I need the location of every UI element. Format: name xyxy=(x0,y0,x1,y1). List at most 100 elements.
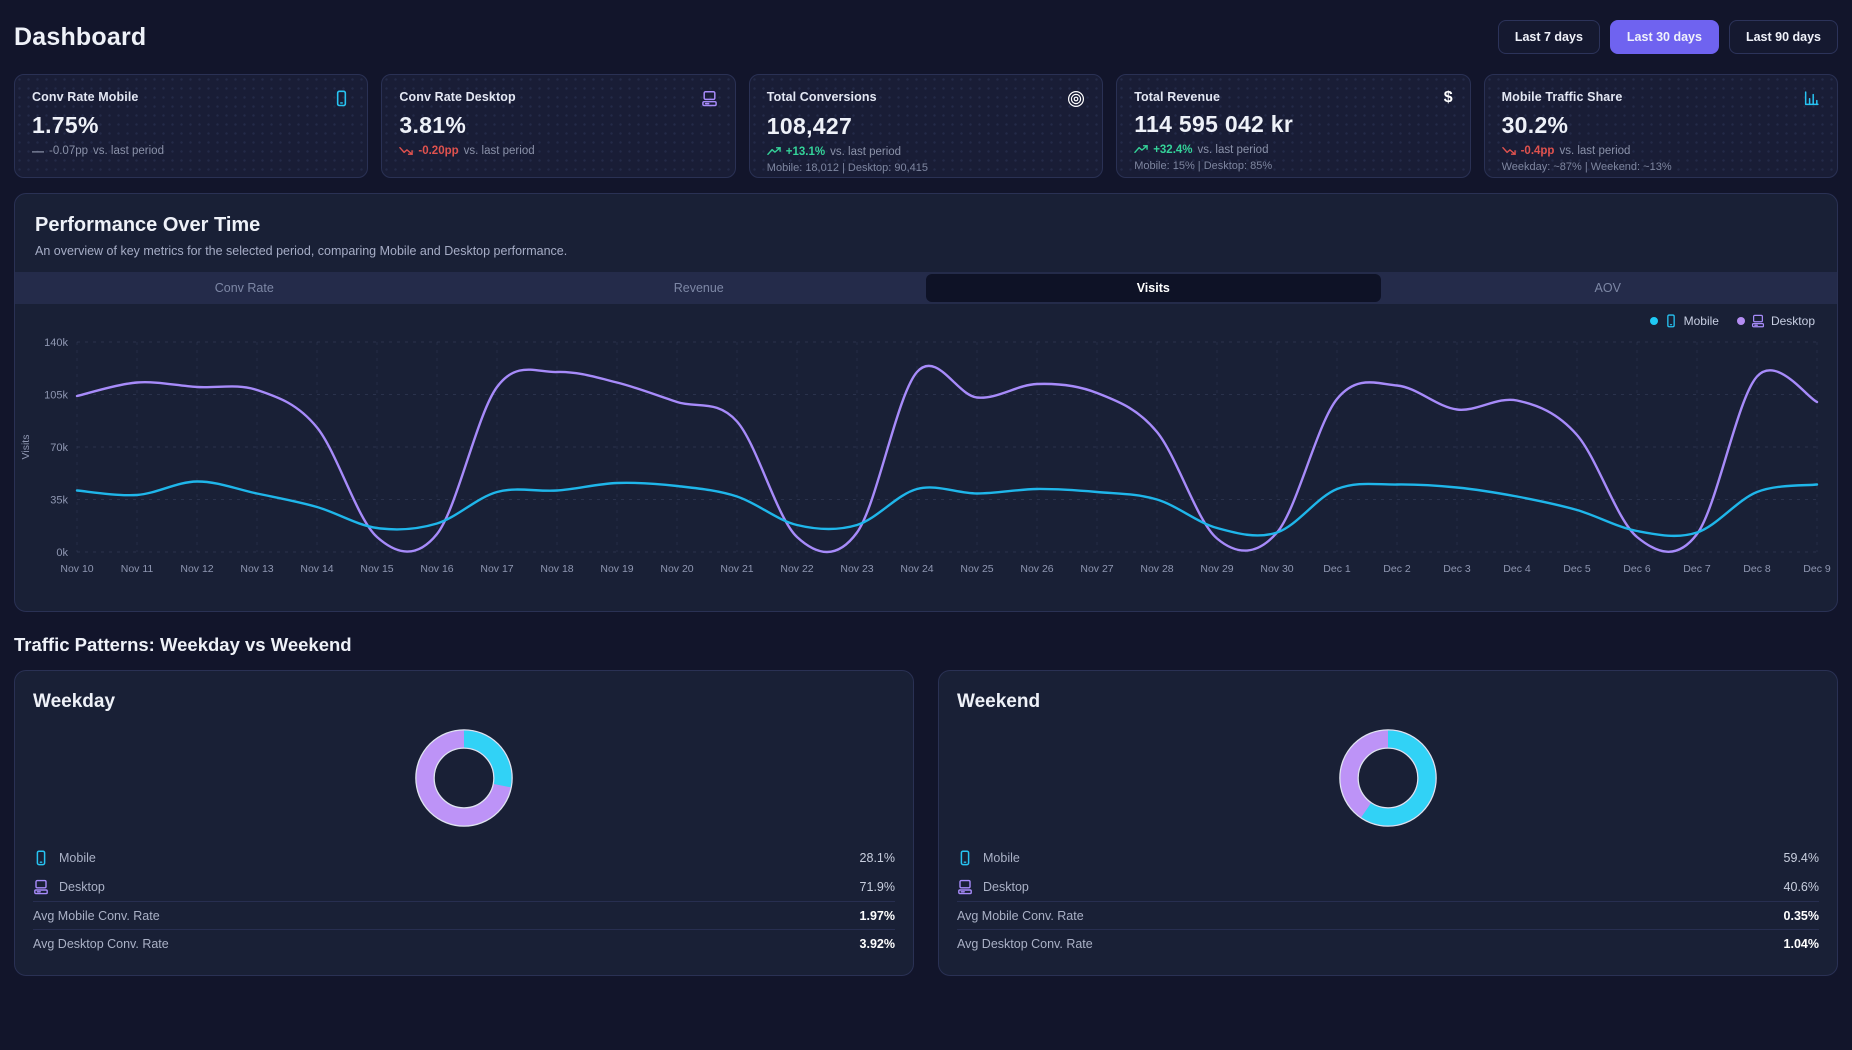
kpi-detail: Weekday: ~87% | Weekend: ~13% xyxy=(1501,161,1672,173)
bar-chart-icon xyxy=(1803,90,1820,107)
smartphone-icon xyxy=(1664,314,1678,328)
svg-text:Nov 27: Nov 27 xyxy=(1080,563,1113,575)
kpi-card-conv-rate-mobile: Conv Rate Mobile 1.75% — -0.07pp vs. las… xyxy=(14,74,369,178)
row-label: Mobile xyxy=(59,850,96,865)
kpi-change-suffix: vs. last period xyxy=(463,144,535,157)
avg-desktop-conv-row: Avg Desktop Conv. Rate 3.92% xyxy=(33,929,895,957)
svg-text:Nov 12: Nov 12 xyxy=(180,563,213,575)
mobile-legend-dot xyxy=(1649,317,1658,325)
traffic-patterns-title: Traffic Patterns: Weekday vs Weekend xyxy=(14,634,352,655)
row-value: 59.4% xyxy=(1783,850,1819,865)
kpi-label: Mobile Traffic Share xyxy=(1501,90,1623,104)
row-label: Desktop xyxy=(983,879,1029,894)
legend-item-mobile[interactable]: Mobile xyxy=(1649,314,1719,328)
kpi-detail: Mobile: 18,012 | Desktop: 90,415 xyxy=(766,162,929,174)
svg-text:140k: 140k xyxy=(44,337,68,349)
kpi-change-suffix: vs. last period xyxy=(93,145,164,157)
kpi-change-suffix: vs. last period xyxy=(1559,144,1631,157)
range-last-7-days-button[interactable]: Last 7 days xyxy=(1497,20,1600,54)
desktop-icon xyxy=(33,879,49,895)
svg-text:Nov 10: Nov 10 xyxy=(60,563,93,575)
metric-tab-bar: Conv Rate Revenue Visits AOV xyxy=(15,272,1837,304)
desktop-share-row: Desktop 40.6% xyxy=(957,872,1819,901)
svg-text:Nov 22: Nov 22 xyxy=(780,563,813,575)
weekend-donut-chart xyxy=(957,719,1819,837)
kpi-change-suffix: vs. last period xyxy=(1197,143,1269,156)
svg-text:Nov 19: Nov 19 xyxy=(600,563,633,575)
svg-text:Nov 16: Nov 16 xyxy=(420,563,453,575)
row-value: 3.92% xyxy=(859,936,895,951)
svg-text:Dec 3: Dec 3 xyxy=(1443,563,1471,575)
kpi-value: 1.75% xyxy=(32,112,99,138)
kpi-value: 30.2% xyxy=(1501,112,1569,138)
svg-text:Dec 8: Dec 8 xyxy=(1743,563,1771,575)
row-value: 28.1% xyxy=(859,850,895,865)
svg-text:Nov 25: Nov 25 xyxy=(960,563,993,575)
kpi-change-value: -0.4pp xyxy=(1520,144,1555,157)
weekday-card: Weekday Mobile 28.1% Desktop xyxy=(14,670,914,976)
kpi-label: Total Conversions xyxy=(766,90,877,104)
kpi-change-value: +32.4% xyxy=(1153,143,1193,156)
smartphone-icon xyxy=(957,849,973,866)
flat-trend-icon: — xyxy=(32,144,44,158)
dollar-icon: $ xyxy=(1443,89,1453,106)
avg-mobile-conv-row: Avg Mobile Conv. Rate 0.35% xyxy=(957,901,1819,929)
kpi-label: Total Revenue xyxy=(1134,90,1220,104)
row-label: Avg Desktop Conv. Rate xyxy=(957,936,1093,951)
svg-text:Nov 28: Nov 28 xyxy=(1140,563,1173,575)
svg-text:Nov 21: Nov 21 xyxy=(720,563,753,575)
svg-text:Nov 20: Nov 20 xyxy=(660,563,693,575)
kpi-card-total-revenue: Total Revenue $ 114 595 042 kr +32.4% vs… xyxy=(1116,74,1471,178)
date-range-group: Last 7 days Last 30 days Last 90 days xyxy=(1497,20,1838,54)
desktop-share-row: Desktop 71.9% xyxy=(33,872,895,901)
top-bar: Dashboard Last 7 days Last 30 days Last … xyxy=(14,0,1838,74)
weekday-donut-chart xyxy=(33,719,895,837)
row-label: Avg Desktop Conv. Rate xyxy=(33,936,169,951)
kpi-label: Conv Rate Mobile xyxy=(32,90,139,104)
svg-text:Dec 6: Dec 6 xyxy=(1623,563,1651,575)
svg-text:Nov 15: Nov 15 xyxy=(360,563,393,575)
visits-line-chart: 0k 35k 70k 105k 140k Nov 10 Nov 11 Nov 12 Nov 13… xyxy=(15,328,1837,603)
svg-text:Dec 1: Dec 1 xyxy=(1323,563,1351,575)
row-value: 0.35% xyxy=(1783,908,1819,923)
legend-item-desktop[interactable]: Desktop xyxy=(1736,314,1815,328)
kpi-change-value: +13.1% xyxy=(785,145,826,158)
range-last-90-days-button[interactable]: Last 90 days xyxy=(1728,20,1838,54)
tab-aov[interactable]: AOV xyxy=(1594,281,1621,295)
kpi-change-suffix: vs. last period xyxy=(830,145,902,158)
range-last-30-days-button[interactable]: Last 30 days xyxy=(1609,20,1719,54)
desktop-icon xyxy=(1751,314,1765,328)
svg-text:Nov 30: Nov 30 xyxy=(1260,563,1293,575)
smartphone-icon xyxy=(333,90,350,107)
desktop-icon xyxy=(701,90,718,107)
weekend-card: Weekend Mobile 59.4% Desktop xyxy=(938,670,1838,976)
trending-up-icon xyxy=(767,145,781,158)
trending-up-icon xyxy=(1134,143,1148,156)
svg-text:Dec 4: Dec 4 xyxy=(1503,563,1531,575)
tab-revenue[interactable]: Revenue xyxy=(673,281,724,295)
svg-text:35k: 35k xyxy=(50,495,68,507)
avg-desktop-conv-row: Avg Desktop Conv. Rate 1.04% xyxy=(957,929,1819,957)
row-label: Mobile xyxy=(983,850,1020,865)
tab-conv-rate[interactable]: Conv Rate xyxy=(214,281,274,295)
svg-text:Dec 9: Dec 9 xyxy=(1803,563,1831,575)
mobile-share-row: Mobile 59.4% xyxy=(957,843,1819,872)
kpi-card-total-conversions: Total Conversions 108,427 +13.1% vs. las… xyxy=(748,74,1104,178)
svg-text:Visits: Visits xyxy=(20,435,32,460)
smartphone-icon xyxy=(33,849,49,866)
row-value: 71.9% xyxy=(859,879,895,894)
avg-mobile-conv-row: Avg Mobile Conv. Rate 1.97% xyxy=(33,901,895,929)
tab-visits[interactable]: Visits xyxy=(926,274,1381,302)
kpi-value: 108,427 xyxy=(766,113,853,139)
svg-text:70k: 70k xyxy=(50,442,68,454)
trending-down-icon xyxy=(399,144,414,157)
kpi-card-conv-rate-desktop: Conv Rate Desktop 3.81% -0.20pp vs. last… xyxy=(381,74,736,178)
svg-text:0k: 0k xyxy=(56,547,68,559)
svg-text:Nov 18: Nov 18 xyxy=(540,563,573,575)
row-label: Desktop xyxy=(59,879,105,894)
svg-text:Dec 5: Dec 5 xyxy=(1563,563,1591,575)
kpi-change-value: -0.20pp xyxy=(418,144,459,157)
performance-title: Performance Over Time xyxy=(35,214,261,236)
row-value: 1.97% xyxy=(859,908,895,923)
svg-text:Nov 11: Nov 11 xyxy=(121,563,154,575)
